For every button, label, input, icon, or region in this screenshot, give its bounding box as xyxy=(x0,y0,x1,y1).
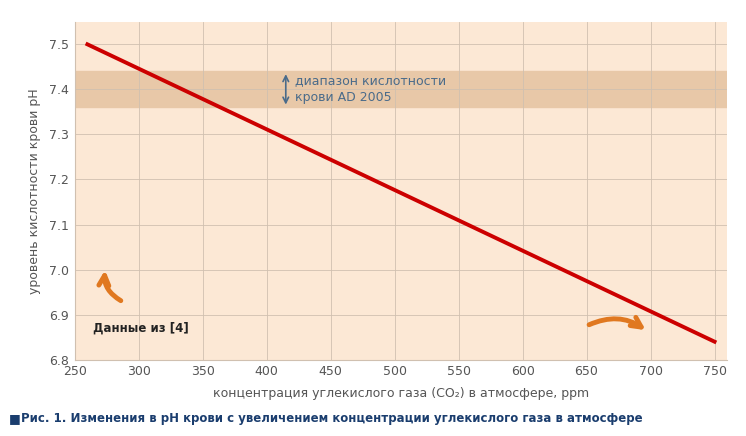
Text: ■: ■ xyxy=(9,412,21,425)
Text: Рис. 1. Изменения в pH крови с увеличением концентрации углекислого газа в атмос: Рис. 1. Изменения в pH крови с увеличени… xyxy=(21,412,642,425)
Text: Данные из [4]: Данные из [4] xyxy=(93,322,188,335)
Bar xyxy=(75,72,727,107)
Y-axis label: уровень кислотности крови рН: уровень кислотности крови рН xyxy=(28,88,41,293)
X-axis label: концентрация углекислого газа (CO₂) в атмосфере, ppm: концентрация углекислого газа (CO₂) в ат… xyxy=(213,387,589,399)
Text: диапазон кислотности
крови AD 2005: диапазон кислотности крови AD 2005 xyxy=(295,75,446,104)
